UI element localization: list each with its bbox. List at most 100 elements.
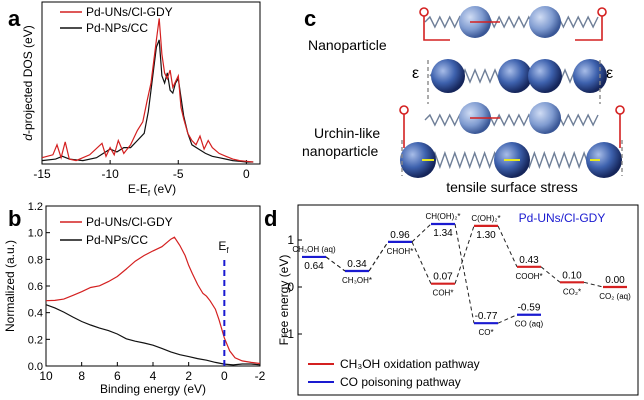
c-row1-pin-left xyxy=(419,7,429,17)
panel-b-xtick-label: -2 xyxy=(255,369,266,383)
panel-b-ytick-label: 1.2 xyxy=(28,201,43,213)
panel-d-state-value: 0.07 xyxy=(433,272,453,283)
panel-d-connector xyxy=(325,256,346,272)
panel-c-strain-left: ε xyxy=(412,65,419,82)
panel-d-energy-diagram: Free energy (eV) Pd-UNs/Cl-GDY -1 0 1 0.64… xyxy=(277,204,639,396)
panel-b-series-line xyxy=(45,304,261,366)
panel-d-state-value: 0.34 xyxy=(347,259,367,270)
panel-a-xtick-label: 0 xyxy=(243,167,250,181)
panel-d-state-species: COH* xyxy=(433,289,454,298)
panel-d-state-species: CO₂ (aq) xyxy=(599,292,631,301)
panel-b-frame xyxy=(45,205,261,367)
panel-d-state-species: CO* xyxy=(478,328,493,337)
panel-a-xtick-label: -5 xyxy=(173,167,184,181)
panel-d-state-value: 0.00 xyxy=(605,275,625,286)
panel-d-title: Pd-UNs/Cl-GDY xyxy=(519,211,606,225)
panel-a-legend-1: Pd-NPs/CC xyxy=(86,21,148,35)
panel-b-ytick-label: 0.6 xyxy=(28,281,43,293)
c-row1-red-bracket-right xyxy=(575,28,603,41)
c-row1-top-spring xyxy=(424,15,599,29)
panel-b-xtick-label: 10 xyxy=(39,369,53,383)
panel-b-ytick-label: 0.2 xyxy=(28,334,43,346)
panel-d-state-value: 1.30 xyxy=(476,230,496,241)
panel-d-state-value: -0.77 xyxy=(475,311,498,322)
panel-d-legend-1: CO poisoning pathway xyxy=(340,375,461,389)
panel-d-state-value: 1.34 xyxy=(433,228,453,239)
panel-c-caption: tensile surface stress xyxy=(446,179,578,195)
panel-d-state-species: CH(OH)₂* xyxy=(425,212,460,221)
panel-d-state-value: 0.43 xyxy=(519,255,539,266)
panel-d-state-value: 0.64 xyxy=(304,261,324,272)
panel-d-state-species: CO (aq) xyxy=(515,320,544,329)
panel-a-legend: Pd-UNs/Cl-GDY Pd-NPs/CC xyxy=(60,5,173,35)
panel-a-frame xyxy=(41,1,261,165)
panel-c-schematic: Nanoparticle Urchin-like nanoparticle te… xyxy=(302,6,625,195)
panel-c-row2-label-line2: nanoparticle xyxy=(302,143,378,159)
panel-d-state-species: CH₃OH (aq) xyxy=(292,245,336,254)
panel-d-connector xyxy=(454,223,475,324)
panel-d-state-value: -0.59 xyxy=(518,303,541,314)
panel-b-ytick-label: 0.4 xyxy=(28,308,43,320)
panel-c-row2-label-line1: Urchin-like xyxy=(314,125,380,141)
panel-c-row1-label: Nanoparticle xyxy=(308,37,387,53)
panel-b-ylabel: Normalized (a.u.) xyxy=(3,240,17,332)
c-row2-pin-left xyxy=(399,105,409,115)
panel-b-fermi-label: Ef xyxy=(218,239,229,255)
panel-b-xtick-label: 4 xyxy=(150,369,157,383)
panel-d-ytick-label: -1 xyxy=(283,327,294,341)
c-row1-bottom-sphere xyxy=(498,59,532,93)
c-row2-top-sphere xyxy=(529,102,561,134)
panel-d-state-value: 0.96 xyxy=(390,230,410,241)
panel-b-ytick-label: 0.0 xyxy=(28,361,43,373)
panel-b-legend-0: Pd-UNs/Cl-GDY xyxy=(86,215,173,229)
panel-d-connector xyxy=(368,241,389,272)
panel-d-connector xyxy=(411,223,432,243)
panel-d-state-value: 0.10 xyxy=(562,270,582,281)
panel-c-strain-right: ε xyxy=(606,65,613,82)
c-row1-red-bracket-left xyxy=(423,28,450,41)
c-row1-bottom-sphere xyxy=(431,59,465,93)
panel-a-xtick-label: -10 xyxy=(101,167,119,181)
panel-label-a: a xyxy=(8,6,21,31)
c-row1-bottom-sphere xyxy=(573,59,607,93)
panel-b-legend-1: Pd-NPs/CC xyxy=(86,233,148,247)
panel-label-d: d xyxy=(264,206,277,231)
panel-a-xtick-label: -15 xyxy=(33,167,51,181)
c-row2-bottom-sphere xyxy=(400,142,436,178)
c-row1-pin-right xyxy=(597,7,607,17)
panel-d-state-species: CO₂* xyxy=(563,287,581,296)
panel-b-ytick-label: 0.8 xyxy=(28,254,43,266)
panel-d-connector xyxy=(497,225,518,268)
panel-d-connector xyxy=(497,314,518,324)
panel-b-ytick-label: 1.0 xyxy=(28,228,43,240)
panel-d-ytick-label: 1 xyxy=(287,233,294,247)
panel-b-xtick-label: 6 xyxy=(114,369,121,383)
c-row2-bottom-sphere xyxy=(586,142,622,178)
panel-d-state-species: CH₃OH* xyxy=(342,276,372,285)
panel-b-xlabel: Binding energy (eV) xyxy=(100,382,206,396)
panel-a-legend-0: Pd-UNs/Cl-GDY xyxy=(86,5,173,19)
panel-d-frame xyxy=(297,204,639,396)
panel-d-connector xyxy=(583,281,604,288)
panel-b-series-line xyxy=(45,236,261,365)
panel-d-state-species: COOH* xyxy=(515,272,542,281)
c-row2-pin-right xyxy=(615,105,625,115)
c-row1-bottom-sphere xyxy=(528,59,562,93)
panel-b-xps-chart: Normalized (a.u.) 10 8 6 4 2 0 -2 0.0 0.2 0.4 0.6 0… xyxy=(3,201,266,396)
panel-d-ytick-label: 0 xyxy=(287,280,294,294)
panel-a-ylabel: d-projected DOS (eV) xyxy=(21,25,35,140)
panel-d-state-species: C(OH)₂* xyxy=(471,214,500,223)
panel-b-xtick-label: 8 xyxy=(78,369,85,383)
panel-b-xtick-label: 0 xyxy=(221,369,228,383)
panel-d-connector xyxy=(454,225,475,284)
panel-label-c: c xyxy=(304,6,316,31)
panel-d-connector xyxy=(411,241,432,284)
c-row2-top-spring xyxy=(424,113,599,127)
panel-a-dos-chart: d-projected DOS (eV) -15 -10 -5 0 Pd-UNs/Cl… xyxy=(21,1,261,198)
panel-d-legend: CH₃OH oxidation pathway CO poisoning pat… xyxy=(308,357,480,389)
panel-label-b: b xyxy=(8,206,21,231)
c-row1-top-sphere xyxy=(529,6,561,38)
panel-b-legend: Pd-UNs/Cl-GDY Pd-NPs/CC xyxy=(60,215,173,247)
panel-d-ylabel: Free energy (eV) xyxy=(277,255,291,346)
